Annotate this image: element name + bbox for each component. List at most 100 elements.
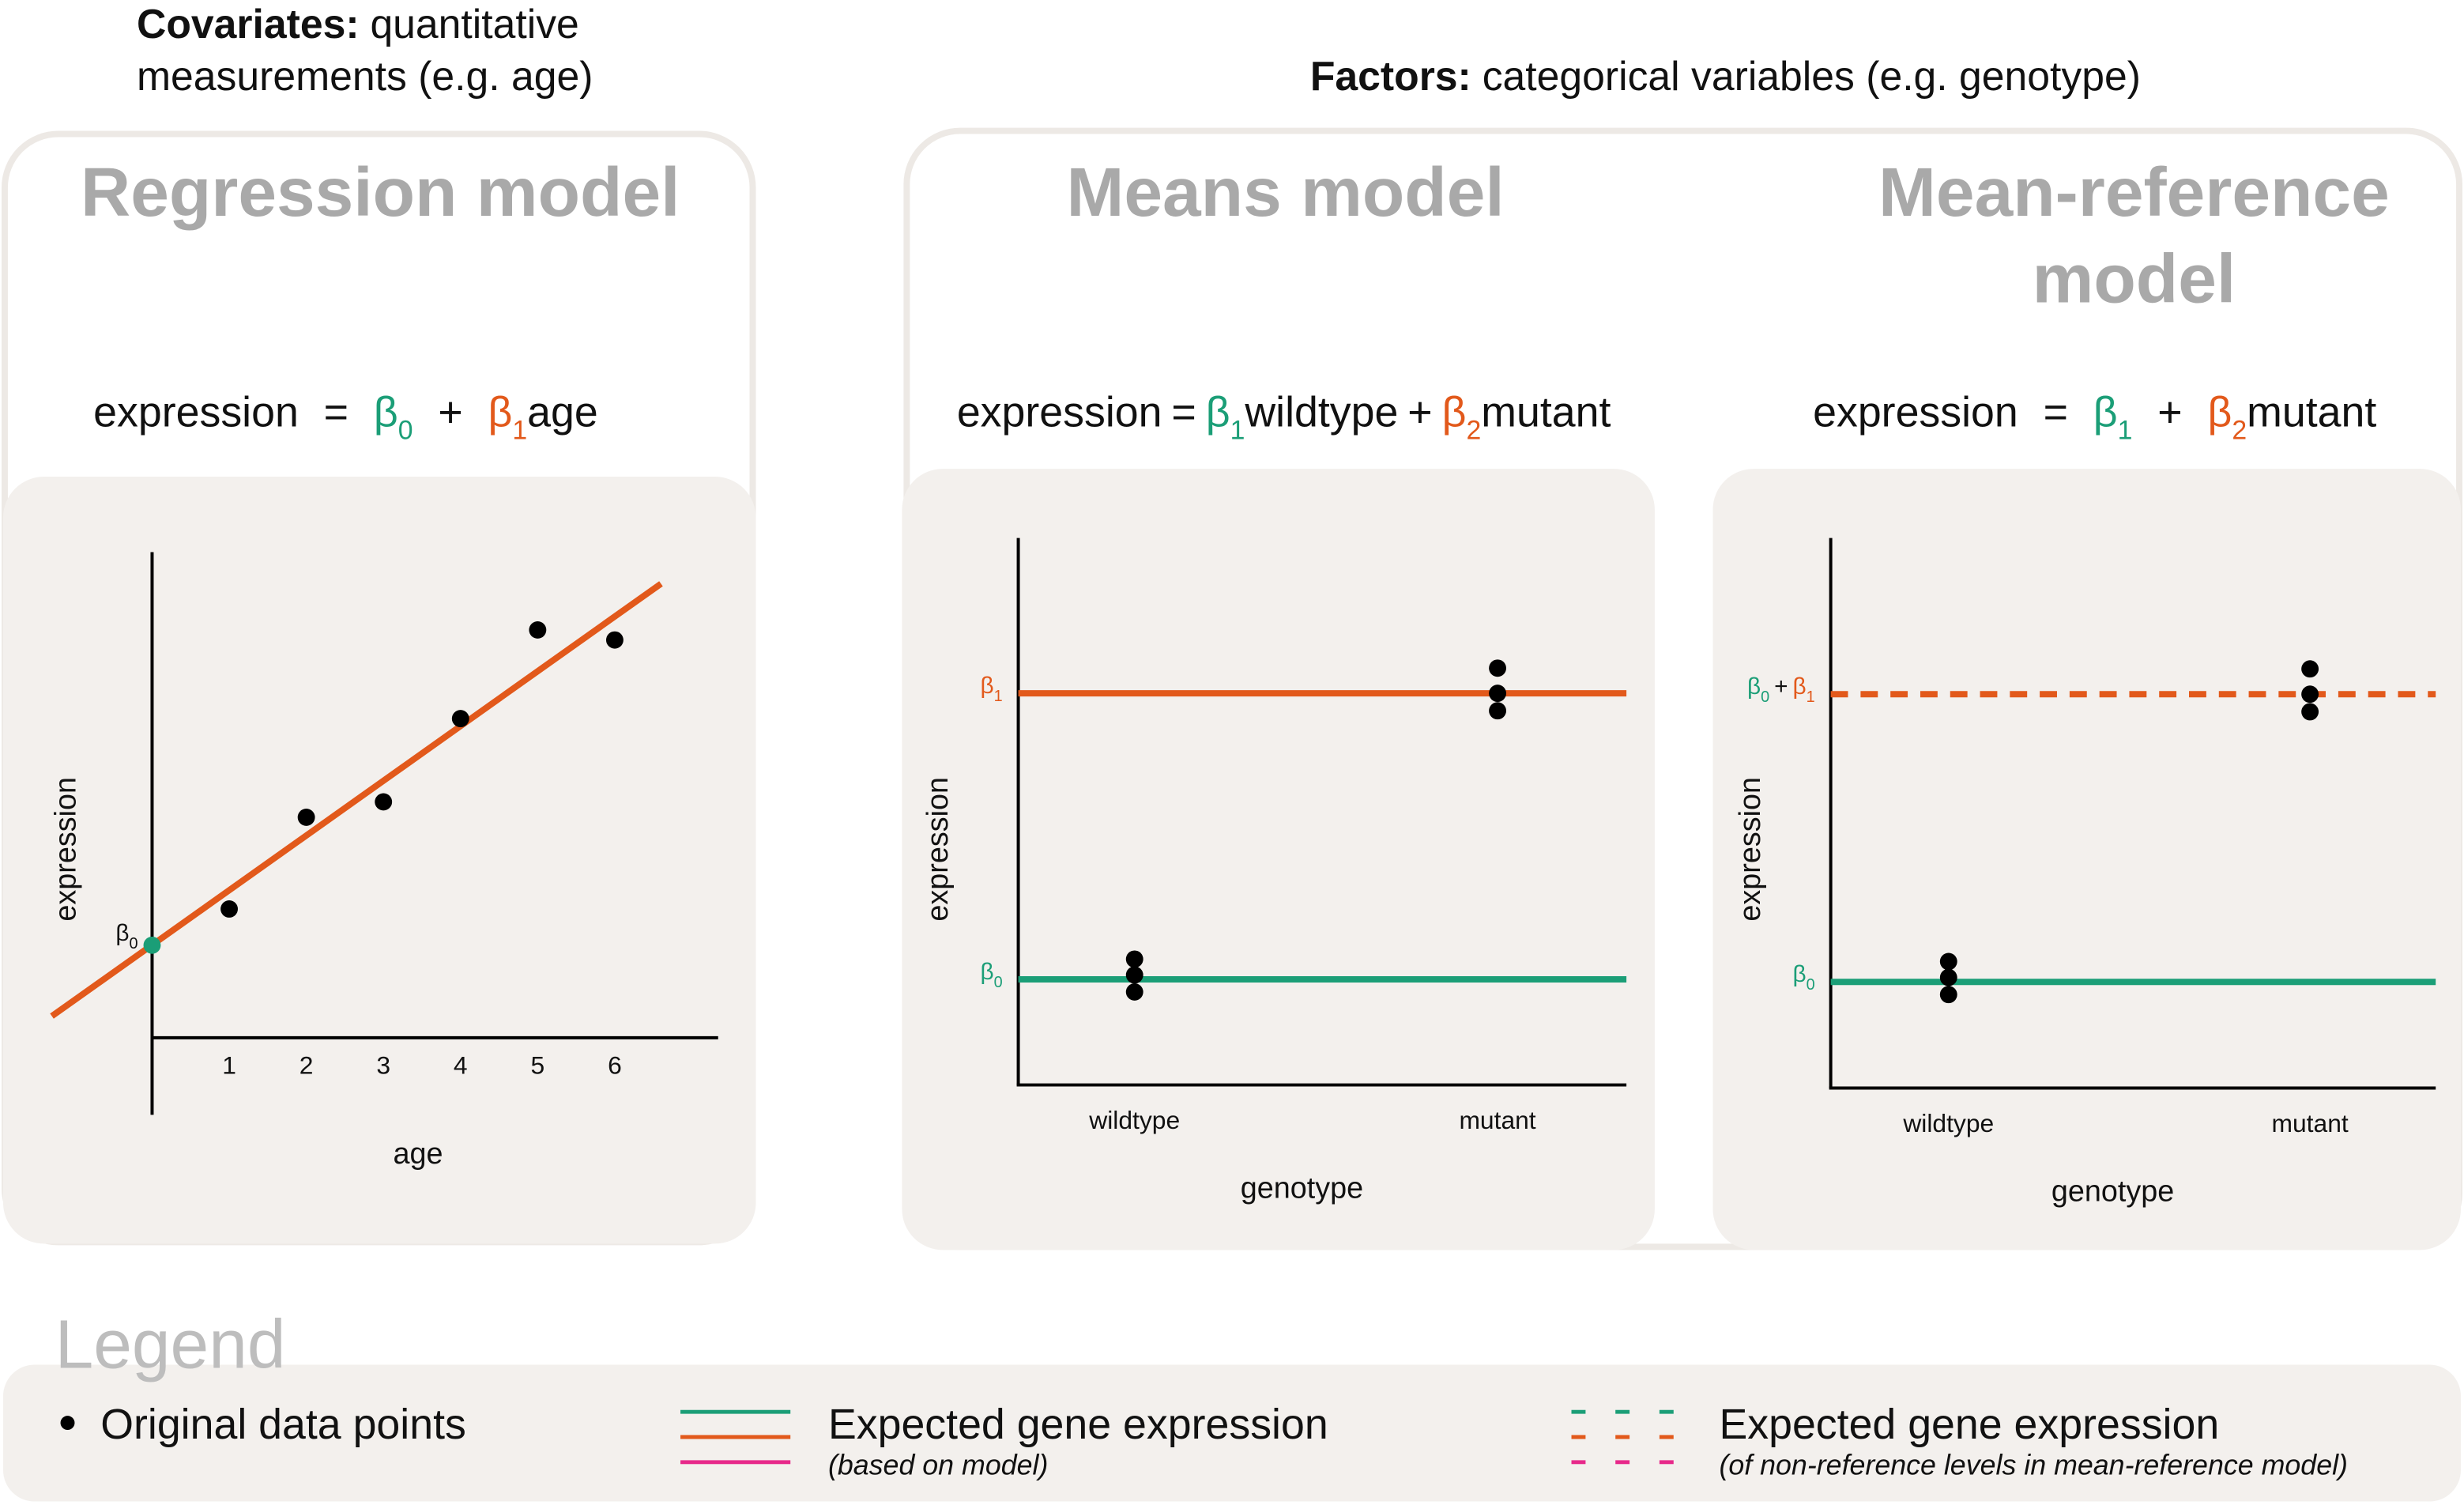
token: expression: [957, 388, 1162, 436]
subscript: 2: [2232, 415, 2247, 445]
subscript: 0: [1807, 976, 1815, 994]
token: β: [980, 959, 993, 985]
legend-panel: [2, 1364, 2462, 1502]
token: β: [1747, 673, 1761, 700]
token: age: [527, 388, 598, 436]
x-tick-label: 1: [222, 1051, 236, 1080]
data-point: [1125, 983, 1143, 1001]
data-point: [2301, 685, 2319, 703]
token: β: [1793, 673, 1807, 700]
token: =: [324, 388, 349, 436]
x-tick-label: wildtype: [1902, 1109, 1994, 1137]
subscript: 1: [2118, 415, 2133, 445]
legend-label: Expected gene expression: [1719, 1401, 2219, 1448]
equation: expression = β0 + β1age: [93, 388, 598, 445]
token: expression: [93, 388, 299, 436]
level-label: β0 + β1: [1747, 673, 1815, 706]
legend-label: Original data points: [100, 1401, 466, 1448]
token: β: [1206, 388, 1230, 436]
data-point: [605, 631, 624, 649]
level-label: β1: [980, 673, 1002, 705]
token: +: [1774, 673, 1788, 700]
y-axis-label: expression: [49, 777, 82, 922]
x-axis-label: genotype: [1241, 1172, 1363, 1205]
panel-title: Mean-reference: [1878, 153, 2390, 231]
panel-title: model: [2033, 240, 2236, 317]
data-point: [2301, 660, 2319, 678]
token: β: [2207, 388, 2232, 436]
x-tick-label: 5: [531, 1051, 545, 1080]
data-point: [297, 808, 315, 826]
intercept-label: β0: [115, 920, 138, 952]
x-axis-label: genotype: [2051, 1175, 2174, 1209]
legend-title: Legend: [55, 1306, 286, 1383]
legend-note: (of non-reference levels in mean-referen…: [1719, 1450, 2348, 1481]
token: expression: [1813, 388, 2018, 436]
token: mutant: [2247, 388, 2376, 436]
header-text: categorical variables (e.g. genotype): [1483, 53, 2141, 99]
data-point: [1489, 702, 1506, 720]
token: β: [2093, 388, 2118, 436]
intercept-point: [143, 936, 161, 954]
subscript: 1: [512, 415, 527, 445]
factors-header: Factors: categorical variables (e.g. geno…: [1310, 53, 2141, 99]
y-axis-label: expression: [1734, 777, 1767, 922]
token: β: [374, 388, 398, 436]
token: β: [115, 920, 129, 946]
mean-reference-panel: [1712, 469, 2462, 1250]
data-point: [2301, 703, 2319, 721]
token: β: [488, 388, 512, 436]
token: β: [1793, 961, 1807, 987]
subscript: 0: [994, 974, 1003, 991]
x-tick-label: mutant: [1459, 1106, 1535, 1134]
data-point: [220, 900, 238, 918]
panel-title: Regression model: [81, 153, 680, 231]
token: β: [1442, 388, 1467, 436]
x-tick-label: 6: [608, 1051, 622, 1080]
x-tick-label: mutant: [2272, 1109, 2349, 1137]
regression-panel: [2, 477, 756, 1244]
x-axis-label: age: [393, 1137, 443, 1171]
equation: expression = β1 + β2mutant: [1813, 388, 2376, 445]
data-point: [1939, 986, 1957, 1004]
x-tick-label: 4: [454, 1051, 468, 1080]
x-tick-label: wildtype: [1088, 1106, 1180, 1134]
equation: expression = β1wildtype + β2mutant: [957, 388, 1611, 445]
panel-title: Means model: [1067, 153, 1505, 231]
token: mutant: [1481, 388, 1611, 436]
token: wildtype: [1244, 388, 1398, 436]
header-label: Factors:: [1310, 53, 1471, 99]
token: =: [1171, 388, 1196, 436]
covariates-header-line: measurements (e.g. age): [137, 53, 593, 99]
subscript: 1: [994, 688, 1003, 705]
data-point: [1939, 968, 1957, 986]
legend-note: (based on model): [828, 1450, 1048, 1481]
subscript: 1: [1807, 688, 1815, 706]
token: +: [1407, 388, 1432, 436]
token: =: [2044, 388, 2068, 436]
data-point: [1489, 659, 1506, 677]
data-point: [529, 621, 547, 639]
x-tick-label: 2: [300, 1051, 314, 1080]
means-panel: [902, 469, 1655, 1250]
data-point: [375, 793, 393, 811]
subscript: 2: [1466, 415, 1481, 445]
subscript: 0: [398, 415, 413, 445]
token: β: [980, 673, 993, 699]
x-tick-label: 3: [376, 1051, 390, 1080]
data-point: [1489, 685, 1506, 703]
y-axis-label: expression: [921, 777, 955, 922]
level-label: β0: [980, 959, 1002, 991]
header-label: Covariates:: [137, 1, 360, 47]
subscript: 0: [1761, 688, 1769, 706]
data-point: [1939, 952, 1957, 971]
subscript: 0: [130, 935, 138, 952]
token: +: [2157, 388, 2182, 436]
level-label: β0: [1793, 961, 1815, 994]
covariates-header: Covariates: quantitative: [137, 1, 579, 47]
legend-swatch: [60, 1416, 75, 1431]
data-point: [1125, 966, 1143, 984]
header-text: quantitative: [370, 1, 578, 47]
data-point: [1125, 950, 1143, 968]
